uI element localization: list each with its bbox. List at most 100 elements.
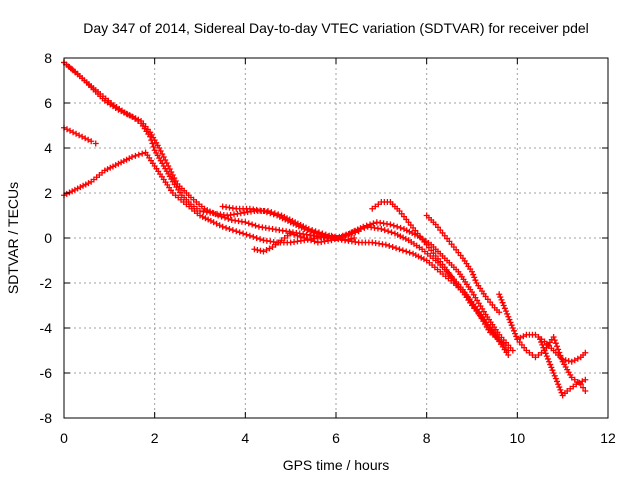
data-marker	[551, 337, 558, 344]
data-marker	[67, 127, 74, 134]
data-marker	[557, 386, 564, 393]
data-point	[378, 226, 385, 232]
data-marker	[526, 349, 533, 356]
data-marker	[506, 316, 513, 323]
data-marker	[281, 235, 288, 241]
data-marker	[397, 224, 404, 231]
ticks	[63, 57, 609, 419]
data-marker	[225, 215, 232, 222]
data-marker	[535, 352, 542, 358]
data-marker	[547, 361, 554, 368]
data-point	[505, 313, 512, 320]
data-point	[215, 212, 222, 219]
data-marker	[82, 181, 89, 188]
data-marker	[548, 364, 555, 371]
data-marker	[331, 236, 338, 243]
data-marker	[501, 305, 508, 312]
data-marker	[76, 132, 83, 139]
data-point	[287, 230, 294, 237]
y-tick-label: 8	[44, 50, 52, 66]
data-marker	[85, 136, 92, 143]
y-tick-label: -8	[40, 410, 53, 426]
series-track-d	[61, 124, 99, 147]
data-marker	[297, 233, 304, 240]
data-marker	[541, 347, 548, 354]
x-tick-label: 0	[60, 430, 68, 446]
data-marker	[221, 214, 228, 221]
data-marker	[503, 308, 509, 315]
data-marker	[335, 235, 342, 241]
data-marker	[69, 188, 76, 195]
data-marker	[399, 247, 406, 254]
data-marker	[386, 242, 393, 249]
data-marker	[361, 224, 368, 231]
y-tick-label: 2	[44, 185, 52, 201]
y-tick-labels: -8 -6 -4 -2 0 2 4 6 8	[40, 50, 53, 426]
data-marker	[393, 245, 400, 252]
series-track-k	[537, 336, 589, 399]
data-point	[582, 388, 589, 394]
data-marker	[63, 190, 70, 197]
data-point	[532, 331, 539, 338]
data-marker	[263, 247, 270, 253]
data-marker	[204, 207, 211, 214]
y-tick-label: -4	[40, 320, 53, 336]
data-marker	[512, 330, 519, 337]
data-marker	[500, 302, 507, 309]
data-marker	[540, 344, 547, 351]
data-marker	[276, 213, 283, 220]
data-point	[568, 374, 575, 381]
x-tick-labels: 0 2 4 6 8 10 12	[60, 430, 616, 446]
data-marker	[510, 327, 517, 334]
data-marker	[308, 228, 315, 235]
data-marker	[199, 213, 206, 220]
data-point	[79, 133, 86, 140]
data-marker	[209, 209, 216, 216]
data-marker	[556, 384, 563, 391]
data-point	[496, 291, 503, 298]
data-marker	[403, 248, 410, 255]
data-marker	[394, 231, 401, 238]
data-marker	[539, 341, 546, 348]
series-track-i	[496, 291, 589, 394]
data-marker	[549, 367, 556, 374]
data-marker	[345, 231, 352, 238]
data-marker	[135, 151, 142, 158]
data-marker	[249, 221, 256, 228]
data-point	[269, 244, 276, 250]
data-point	[532, 354, 539, 361]
data-marker	[338, 233, 345, 240]
data-marker	[390, 222, 397, 229]
data-marker	[543, 353, 550, 360]
data-marker	[348, 230, 355, 237]
data-marker	[552, 340, 559, 347]
data-marker	[321, 232, 328, 239]
data-marker	[64, 126, 71, 133]
series-track-j	[514, 331, 589, 365]
y-tick-label: -6	[40, 365, 53, 381]
data-marker	[266, 245, 273, 252]
series-track-g	[369, 199, 512, 358]
data-marker	[226, 226, 233, 232]
y-tick-label: -2	[40, 275, 53, 291]
data-point	[92, 140, 99, 147]
data-marker	[403, 227, 410, 234]
data-marker	[311, 238, 318, 245]
data-point	[514, 336, 521, 343]
series-track-b	[61, 59, 507, 347]
data-marker	[352, 229, 359, 236]
data-marker	[381, 227, 388, 234]
data-point	[582, 376, 589, 383]
x-tick-label: 4	[241, 430, 249, 446]
data-marker	[267, 210, 274, 217]
data-marker	[240, 230, 247, 237]
data-point	[564, 388, 571, 394]
chart-title: Day 347 of 2014, Sidereal Day-to-day VTE…	[83, 20, 589, 36]
data-marker	[245, 220, 252, 227]
data-point	[559, 356, 566, 363]
data-marker	[118, 159, 125, 166]
data-point	[246, 232, 253, 239]
data-marker	[529, 352, 536, 358]
data-marker	[508, 322, 515, 329]
data-point	[496, 309, 503, 316]
